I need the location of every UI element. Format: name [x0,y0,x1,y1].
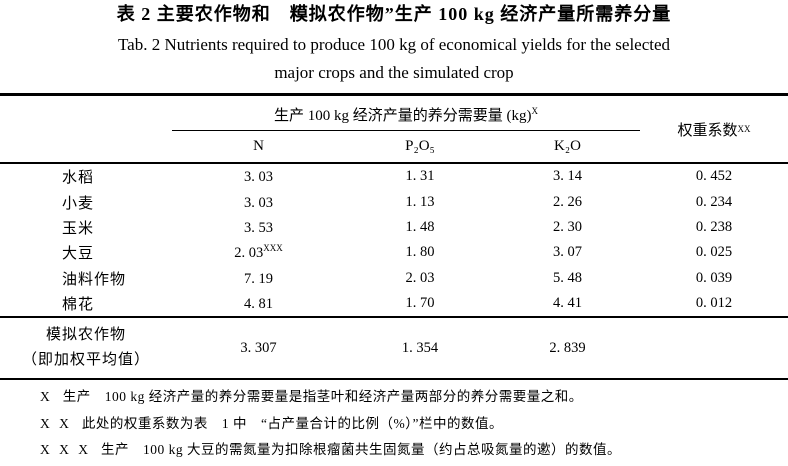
cell-n-value: 3. 03 [244,194,273,211]
header-crop-empty-cell [0,96,172,162]
table-title-en-line2: major crops and the simulated crop [274,63,514,82]
header-col-k2o: K₂O [554,138,581,154]
cell-n: 3. 03 [172,167,345,186]
cell-crop: 油料作物 [62,271,127,288]
header-span-group: 生产 100 kg 经济产量的养分需要量 (kg)X N P₂O₅ K₂O [172,96,640,162]
header-span-superscript: X [531,106,539,116]
cell-weight: 0. 025 [695,244,733,261]
cell-k2o: 2. 26 [553,193,582,210]
cell-k2o: 3. 14 [553,168,582,185]
table-row: 大豆 2. 03XXX 1. 80 3. 07 0. 025 [0,240,788,265]
cell-p2o5: 1. 80 [405,244,435,261]
table-row: 小麦 3. 03 1. 13 2. 26 0. 234 [0,189,788,214]
header-col-n: N [253,138,264,154]
cell-n: 3. 53 [172,218,345,237]
nutrients-table: 生产 100 kg 经济产量的养分需要量 (kg)X N P₂O₅ K₂O 权重… [0,93,788,381]
cell-n-value: 7. 19 [244,270,273,287]
table-header: 生产 100 kg 经济产量的养分需要量 (kg)X N P₂O₅ K₂O 权重… [0,96,788,164]
table-row: 油料作物 7. 19 2. 03 5. 48 0. 039 [0,266,788,291]
cell-weight: 0. 039 [695,269,733,286]
summary-cell-n: 3. 307 [240,339,277,356]
cell-crop: 棉花 [62,297,95,314]
cell-weight: 0. 012 [695,295,733,312]
summary-crop-line2: （即加权平均值） [21,352,150,369]
summary-cell-k2o: 2. 839 [549,339,586,356]
header-weight-coefficient: 权重系数 XX [640,96,788,162]
cell-crop: 大豆 [62,246,95,263]
cell-n-value: 3. 03 [244,169,273,186]
cell-crop: 小麦 [62,195,95,212]
cell-n-value: 2. 03 [234,245,264,262]
cell-p2o5: 1. 70 [405,295,435,312]
cell-n-value: 3. 53 [244,219,273,236]
header-span-text: 生产 100 kg 经济产量的养分需要量 (kg) [274,108,532,124]
footnote-3-text: 生产 100 kg 大豆的需氮量为扣除根瘤菌共生固氮量（约占总吸氮量的遬）的数值… [101,442,621,458]
cell-p2o5: 2. 03 [405,269,435,286]
table-title-en-line1: Tab. 2 Nutrients required to produce 100… [117,35,671,54]
cell-weight: 0. 238 [695,218,733,235]
footnote-1-marker: X [40,389,53,405]
table-row: 水稻 3. 03 1. 31 3. 14 0. 452 [0,164,788,189]
cell-p2o5: 1. 48 [405,218,435,235]
cell-n: 3. 03 [172,193,345,212]
cell-k2o: 5. 48 [553,269,582,286]
header-sub-columns: N P₂O₅ K₂O [172,131,640,162]
cell-n-superscript: XXX [263,243,283,254]
footnote-2: X X 此处的权重系数为表 1 中 “占产量合计的比例（%）”栏中的数值。 [40,411,788,438]
header-weight-text: 权重系数 [677,122,738,139]
table-title-zh: 表 2 主要农作物和 糢拟农作物”生产 100 kg 经济产量所需养分量 [116,4,672,24]
summary-row-simulated-crop: 模拟农作物 （即加权平均值） 3. 307 1. 354 2. 839 [0,316,788,381]
table-row: 棉花 4. 81 1. 70 4. 41 0. 012 [0,291,788,316]
footnote-2-text: 此处的权重系数为表 1 中 “占产量合计的比例（%）”栏中的数值。 [81,415,503,431]
header-weight-superscript: XX [737,124,751,134]
summary-crop-label: 模拟农作物 （即加权平均值） [0,323,172,373]
cell-k2o: 3. 07 [553,244,582,261]
cell-k2o: 2. 30 [553,218,582,235]
table-body: 水稻 3. 03 1. 31 3. 14 0. 452 小麦 3. 03 1. … [0,164,788,316]
cell-crop: 玉米 [62,220,95,237]
cell-crop: 水稻 [62,170,95,187]
cell-n: 4. 81 [172,294,345,313]
cell-p2o5: 1. 31 [405,168,435,185]
cell-p2o5: 1. 13 [405,193,435,210]
cell-weight: 0. 234 [695,193,733,210]
cell-weight: 0. 452 [695,168,733,185]
cell-n: 2. 03XXX [172,243,345,262]
summary-crop-line1: 模拟农作物 [45,327,126,344]
header-col-p2o5: P₂O₅ [405,138,435,154]
footnote-3-marker: X X X [40,442,91,458]
cell-n: 7. 19 [172,269,345,288]
footnote-1: X 生产 100 kg 经济产量的养分需要量是指茎叶和经济产量两部分的养分需要量之… [40,384,788,411]
cell-n-value: 4. 81 [244,296,273,313]
table-row: 玉米 3. 53 1. 48 2. 30 0. 238 [0,215,788,240]
footnote-2-marker: X X [40,415,72,431]
footnote-1-text: 生产 100 kg 经济产量的养分需要量是指茎叶和经济产量两部分的养分需要量之和… [62,389,583,405]
footnote-3: X X X 生产 100 kg 大豆的需氮量为扣除根瘤菌共生固氮量（约占总吸氮量的… [40,437,788,464]
footnotes: X 生产 100 kg 经济产量的养分需要量是指茎叶和经济产量两部分的养分需要量之… [0,380,788,464]
summary-cell-p2o5: 1. 354 [401,339,439,356]
cell-k2o: 4. 41 [553,295,582,312]
header-span-label: 生产 100 kg 经济产量的养分需要量 (kg)X [172,96,640,131]
